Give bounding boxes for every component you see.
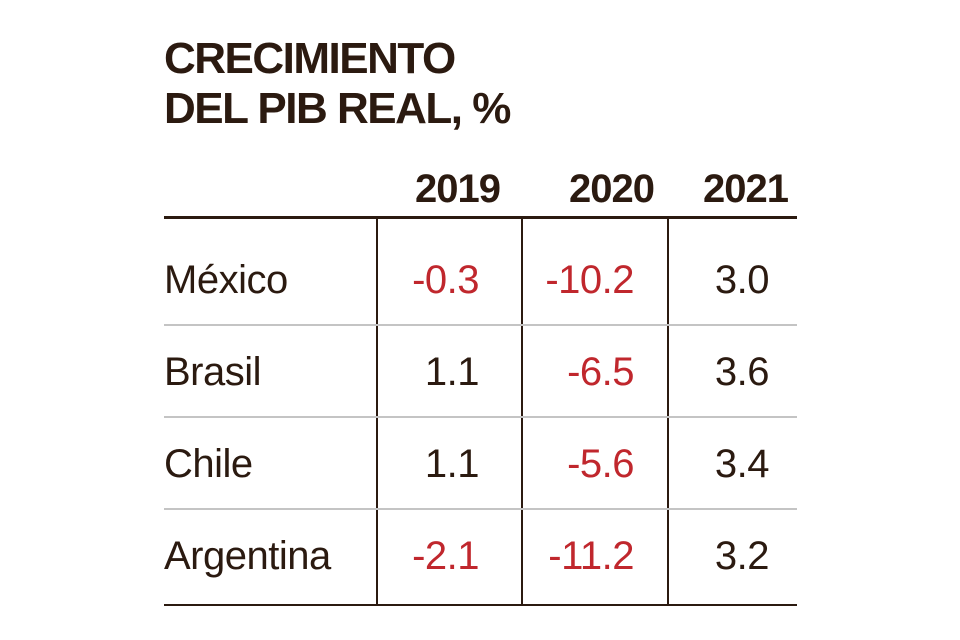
value-cell-2021: 3.2 — [714, 534, 770, 578]
country-label: Chile — [164, 442, 253, 486]
column-header-2021: 2021 — [703, 167, 789, 211]
header-rule — [164, 216, 797, 219]
value-cell-2020: -10.2 — [545, 258, 634, 302]
value-cell-2019: -2.1 — [412, 534, 479, 578]
value-cell-2020: -11.2 — [548, 534, 634, 578]
gdp-growth-table: 2019 2020 2021 México -0.3 -10.2 3.0 Brasil 1… — [164, 150, 797, 610]
value-cell-2021: 3.6 — [714, 350, 770, 394]
row-divider-3 — [164, 508, 797, 510]
table-row: Brasil 1.1 -6.5 3.6 — [164, 326, 797, 418]
value-cell-2019: -0.3 — [412, 258, 479, 302]
value-cell-2020: -6.5 — [567, 350, 634, 394]
value-cell-2021: 3.4 — [714, 442, 770, 486]
row-divider-1 — [164, 324, 797, 326]
title-line-2: DEL PIB REAL, % — [164, 84, 511, 133]
country-label: Brasil — [164, 350, 262, 394]
bottom-rule — [164, 604, 797, 606]
row-divider-2 — [164, 416, 797, 418]
table-row: Argentina -2.1 -11.2 3.2 — [164, 510, 797, 602]
column-divider-2 — [521, 219, 523, 604]
country-label: México — [164, 258, 288, 302]
value-cell-2020: -5.6 — [567, 442, 634, 486]
country-label: Argentina — [164, 534, 331, 578]
value-cell-2019: 1.1 — [424, 350, 480, 394]
column-divider-3 — [667, 219, 669, 604]
table-row: México -0.3 -10.2 3.0 — [164, 234, 797, 326]
column-header-2020: 2020 — [569, 167, 655, 211]
table-title: CRECIMIENTO DEL PIB REAL, % — [164, 34, 511, 134]
column-divider-1 — [376, 219, 378, 604]
table-row: Chile 1.1 -5.6 3.4 — [164, 418, 797, 510]
value-cell-2021: 3.0 — [714, 258, 770, 302]
title-line-1: CRECIMIENTO — [164, 34, 456, 83]
value-cell-2019: 1.1 — [424, 442, 480, 486]
column-header-2019: 2019 — [415, 167, 501, 211]
